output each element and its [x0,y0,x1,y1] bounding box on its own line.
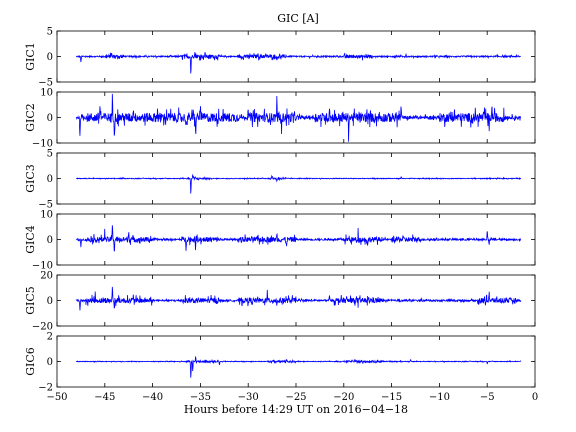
y-tick-label: 0 [47,52,53,63]
series-line-gic2 [75,93,522,142]
chart-title: GIC [A] [277,12,319,25]
series-line-gic3 [75,173,522,194]
panel-1: −5 0 5 GIC1 [24,27,536,89]
y-tick-label: −10 [32,139,53,150]
x-tick-label: −5 [480,392,495,403]
y-axis-label: GIC4 [24,225,37,254]
x-tick-label: −20 [333,392,354,403]
x-tick-label: −50 [46,392,67,403]
x-tick-label: −30 [238,392,259,403]
y-tick-label: −20 [32,322,53,333]
y-tick-label: 2 [47,332,53,343]
y-tick-label: 20 [40,271,53,282]
y-tick-label: −2 [38,383,53,394]
series-line-gic5 [75,286,522,311]
series-line-gic6 [75,355,522,378]
x-tick-label: −40 [142,392,163,403]
y-axis-label: GIC3 [24,164,37,193]
y-tick-label: 5 [47,149,53,160]
x-tick-label: −25 [285,392,306,403]
x-tick-label: −45 [94,392,115,403]
y-tick-label: 10 [40,210,53,221]
y-tick-label: 0 [47,235,53,246]
y-axis-label: GIC5 [24,286,37,315]
y-axis-label: GIC2 [24,103,37,132]
x-tick-label: −35 [190,392,211,403]
y-tick-label: −5 [38,78,53,89]
y-tick-label: 0 [47,113,53,124]
y-tick-label: 0 [47,357,53,368]
y-tick-label: 5 [47,27,53,38]
x-tick-label: −10 [429,392,450,403]
series-line-gic4 [76,225,522,252]
panels-group: −505GIC1−10010GIC2−505GIC3−10010GIC4−200… [24,27,538,404]
y-axis-label: GIC6 [24,347,37,376]
x-tick-label: 0 [532,392,538,403]
y-tick-label: −10 [32,261,53,272]
y-tick-label: 0 [47,296,53,307]
y-tick-label: 0 [47,174,53,185]
x-tick-label: −15 [381,392,402,403]
panel-3: −5 0 5 GIC3 [24,149,536,211]
series-line-gic1 [76,52,522,74]
y-tick-label: −5 [38,200,53,211]
y-tick-label: 10 [40,88,53,99]
y-axis-label: GIC1 [24,42,37,71]
x-axis-label: Hours before 14:29 UT on 2016−04−18 [184,403,408,416]
